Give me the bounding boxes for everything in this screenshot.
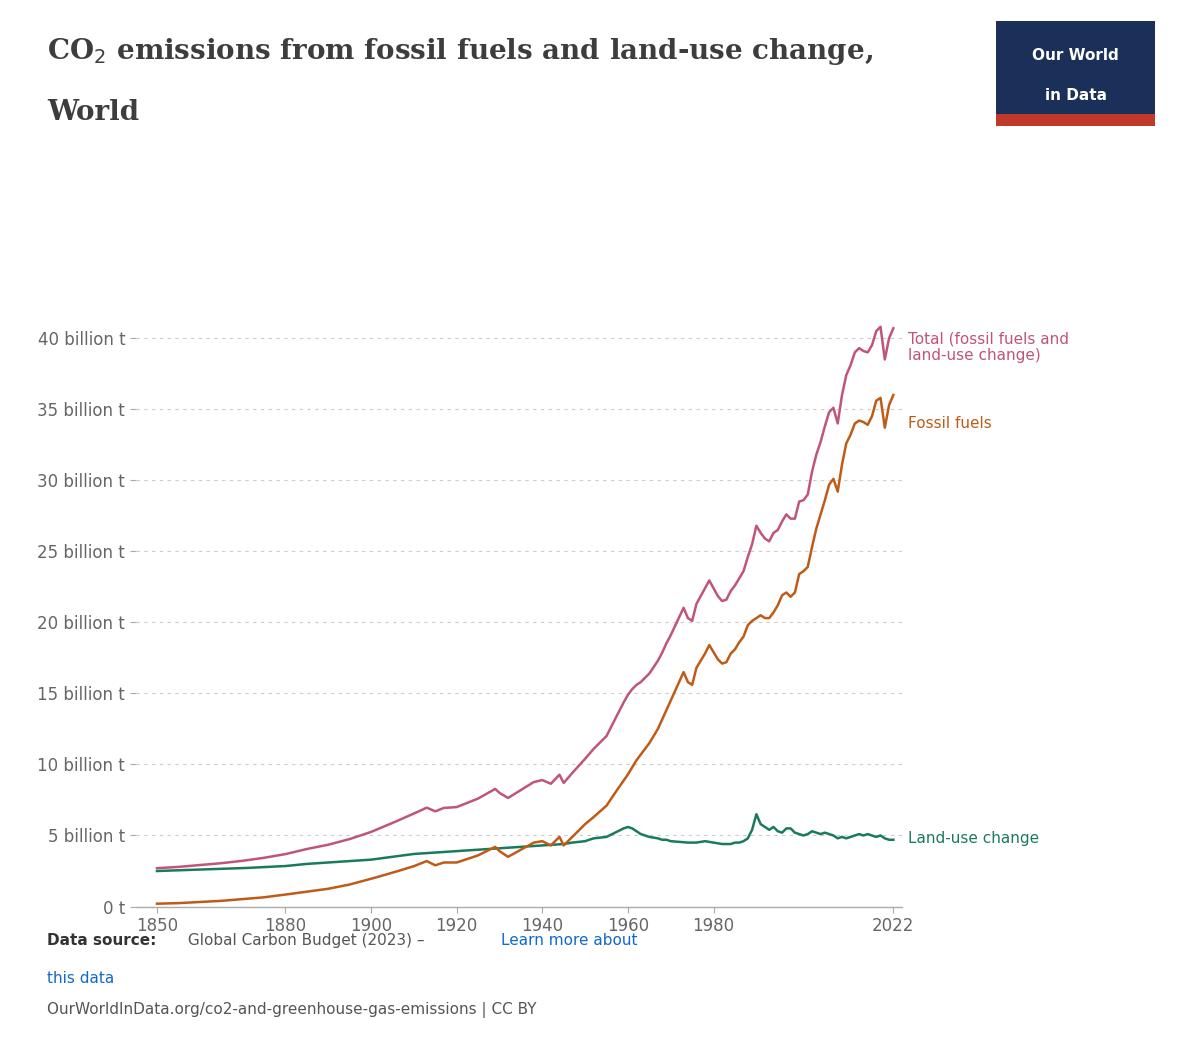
Text: in Data: in Data [1045,88,1107,102]
Text: Our World: Our World [1033,48,1119,63]
Text: Learn more about: Learn more about [501,933,638,947]
Text: Land-use change: Land-use change [908,830,1040,846]
Text: Fossil fuels: Fossil fuels [908,417,992,431]
Text: this data: this data [47,971,114,986]
Text: Total (fossil fuels and
land-use change): Total (fossil fuels and land-use change) [908,331,1069,364]
Text: Global Carbon Budget (2023) –: Global Carbon Budget (2023) – [183,933,429,947]
Text: World: World [47,99,139,126]
Text: OurWorldInData.org/co2-and-greenhouse-gas-emissions | CC BY: OurWorldInData.org/co2-and-greenhouse-ga… [47,1002,536,1018]
Text: Data source:: Data source: [47,933,157,947]
Text: CO$_2$ emissions from fossil fuels and land-use change,: CO$_2$ emissions from fossil fuels and l… [47,36,874,68]
